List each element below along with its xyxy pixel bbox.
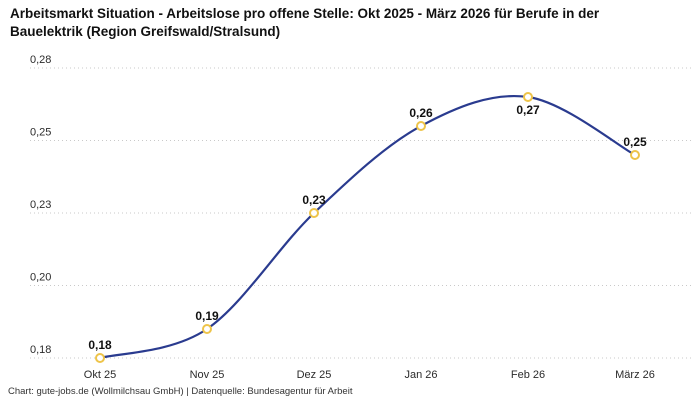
data-point-label: 0,23	[302, 193, 326, 207]
x-axis-tick-label: Okt 25	[84, 369, 116, 381]
y-axis-tick-label: 0,18	[30, 344, 51, 356]
data-point-marker	[309, 208, 319, 218]
data-point-marker	[416, 121, 426, 131]
x-axis-tick-label: Jan 26	[404, 369, 437, 381]
x-axis-tick-label: Nov 25	[190, 369, 225, 381]
data-point-marker	[630, 150, 640, 160]
series-line	[98, 95, 637, 360]
data-point-label: 0,25	[623, 135, 647, 149]
data-point-label: 0,26	[409, 106, 433, 120]
data-point-marker	[202, 324, 212, 334]
y-axis-tick-label: 0,20	[30, 272, 51, 284]
data-point-marker	[523, 92, 533, 102]
data-point-label: 0,27	[516, 103, 540, 117]
chart-footer-attribution: Chart: gute-jobs.de (Wollmilchsau GmbH) …	[8, 386, 353, 397]
x-axis-tick-label: Feb 26	[511, 369, 545, 381]
x-axis-tick-label: März 26	[615, 369, 655, 381]
y-axis-tick-label: 0,28	[30, 54, 51, 66]
data-point-marker	[95, 353, 105, 363]
data-point-label: 0,19	[195, 309, 219, 323]
data-point-label: 0,18	[88, 338, 112, 352]
y-axis-tick-label: 0,25	[30, 127, 51, 139]
x-axis-tick-label: Dez 25	[297, 369, 332, 381]
chart-title: Arbeitsmarkt Situation - Arbeitslose pro…	[10, 6, 600, 40]
y-axis-tick-label: 0,23	[30, 199, 51, 211]
